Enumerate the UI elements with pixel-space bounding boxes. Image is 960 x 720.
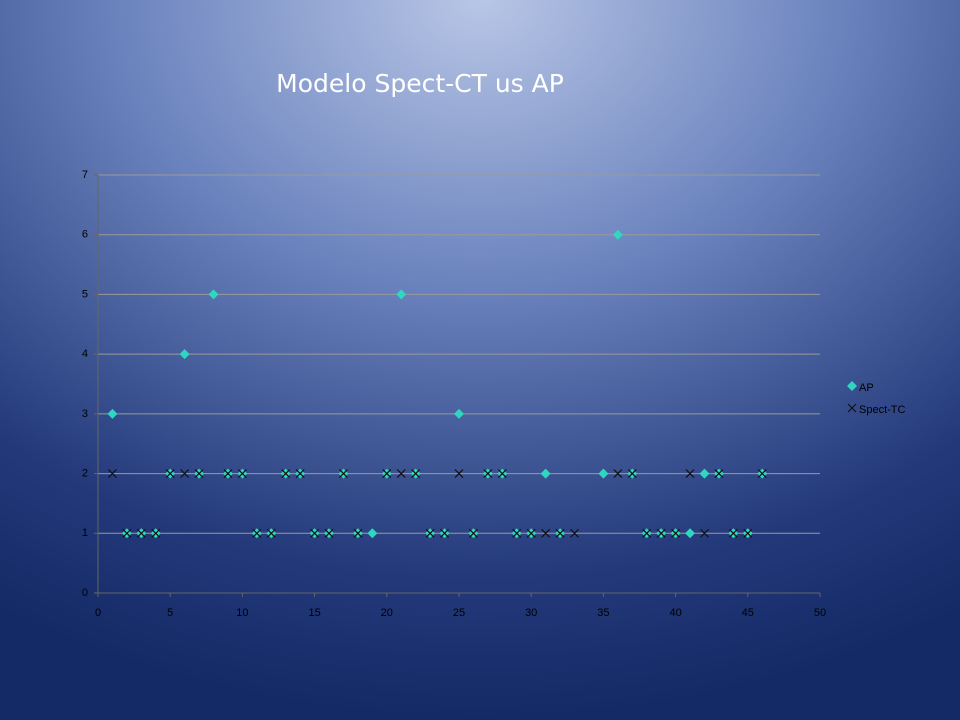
y-tick-label: 4 xyxy=(82,348,88,360)
x-tick-label: 35 xyxy=(597,607,609,619)
point xyxy=(598,468,609,479)
point xyxy=(685,469,695,478)
point xyxy=(108,469,117,478)
y-tick-label: 6 xyxy=(82,229,88,241)
point xyxy=(570,528,579,538)
point xyxy=(612,229,623,240)
point xyxy=(440,528,449,538)
point xyxy=(281,469,291,478)
legend-marker xyxy=(847,403,857,413)
point xyxy=(310,528,320,538)
point xyxy=(179,349,190,360)
y-tick-label: 2 xyxy=(82,467,88,479)
point xyxy=(266,528,276,538)
point xyxy=(223,469,233,478)
point xyxy=(526,528,536,538)
point xyxy=(613,469,623,478)
x-tick-label: 45 xyxy=(742,607,754,619)
x-tick-label: 50 xyxy=(814,607,826,619)
point xyxy=(728,528,738,538)
x-tick-label: 25 xyxy=(453,607,465,619)
point xyxy=(685,528,696,539)
point xyxy=(411,469,421,478)
y-tick-label: 3 xyxy=(82,408,88,420)
point xyxy=(656,528,666,538)
x-tick-label: 20 xyxy=(381,607,393,619)
point xyxy=(469,528,478,538)
point xyxy=(237,469,247,478)
point xyxy=(208,289,219,300)
point xyxy=(699,468,710,479)
point xyxy=(497,469,507,478)
x-tick-label: 0 xyxy=(95,607,101,619)
point xyxy=(555,528,565,538)
point xyxy=(107,408,118,419)
point xyxy=(540,468,551,479)
point xyxy=(512,528,522,538)
point xyxy=(382,469,392,478)
y-tick-label: 5 xyxy=(82,288,88,300)
chart-title: Modelo Spect-CT us AP xyxy=(276,69,564,98)
point xyxy=(367,528,378,539)
point xyxy=(295,469,305,478)
point xyxy=(714,469,724,478)
point xyxy=(642,528,652,538)
point xyxy=(396,469,406,478)
x-tick-label: 30 xyxy=(525,607,537,619)
point xyxy=(541,528,551,538)
point xyxy=(671,528,681,538)
legend-marker xyxy=(847,381,857,391)
y-tick-label: 0 xyxy=(82,587,88,599)
point xyxy=(122,528,132,538)
point xyxy=(151,528,161,538)
legend-label: Spect-TC xyxy=(859,404,906,416)
point xyxy=(136,528,146,538)
y-tick-label: 1 xyxy=(82,527,88,539)
point xyxy=(425,528,435,538)
point xyxy=(743,528,753,538)
y-tick-label: 7 xyxy=(82,169,88,181)
x-tick-label: 5 xyxy=(167,607,173,619)
x-tick-label: 10 xyxy=(236,607,248,619)
point xyxy=(180,469,190,478)
point xyxy=(454,469,464,478)
point xyxy=(483,469,493,478)
point xyxy=(396,289,407,300)
point xyxy=(757,469,767,478)
point xyxy=(700,528,709,538)
point xyxy=(252,528,262,538)
x-tick-label: 15 xyxy=(308,607,320,619)
point xyxy=(353,528,363,538)
legend-label: AP xyxy=(859,382,874,394)
point xyxy=(194,469,204,478)
point xyxy=(324,528,334,538)
point xyxy=(454,408,464,419)
point xyxy=(627,469,637,478)
x-tick-label: 40 xyxy=(669,607,681,619)
point xyxy=(165,469,175,478)
point xyxy=(339,469,348,478)
